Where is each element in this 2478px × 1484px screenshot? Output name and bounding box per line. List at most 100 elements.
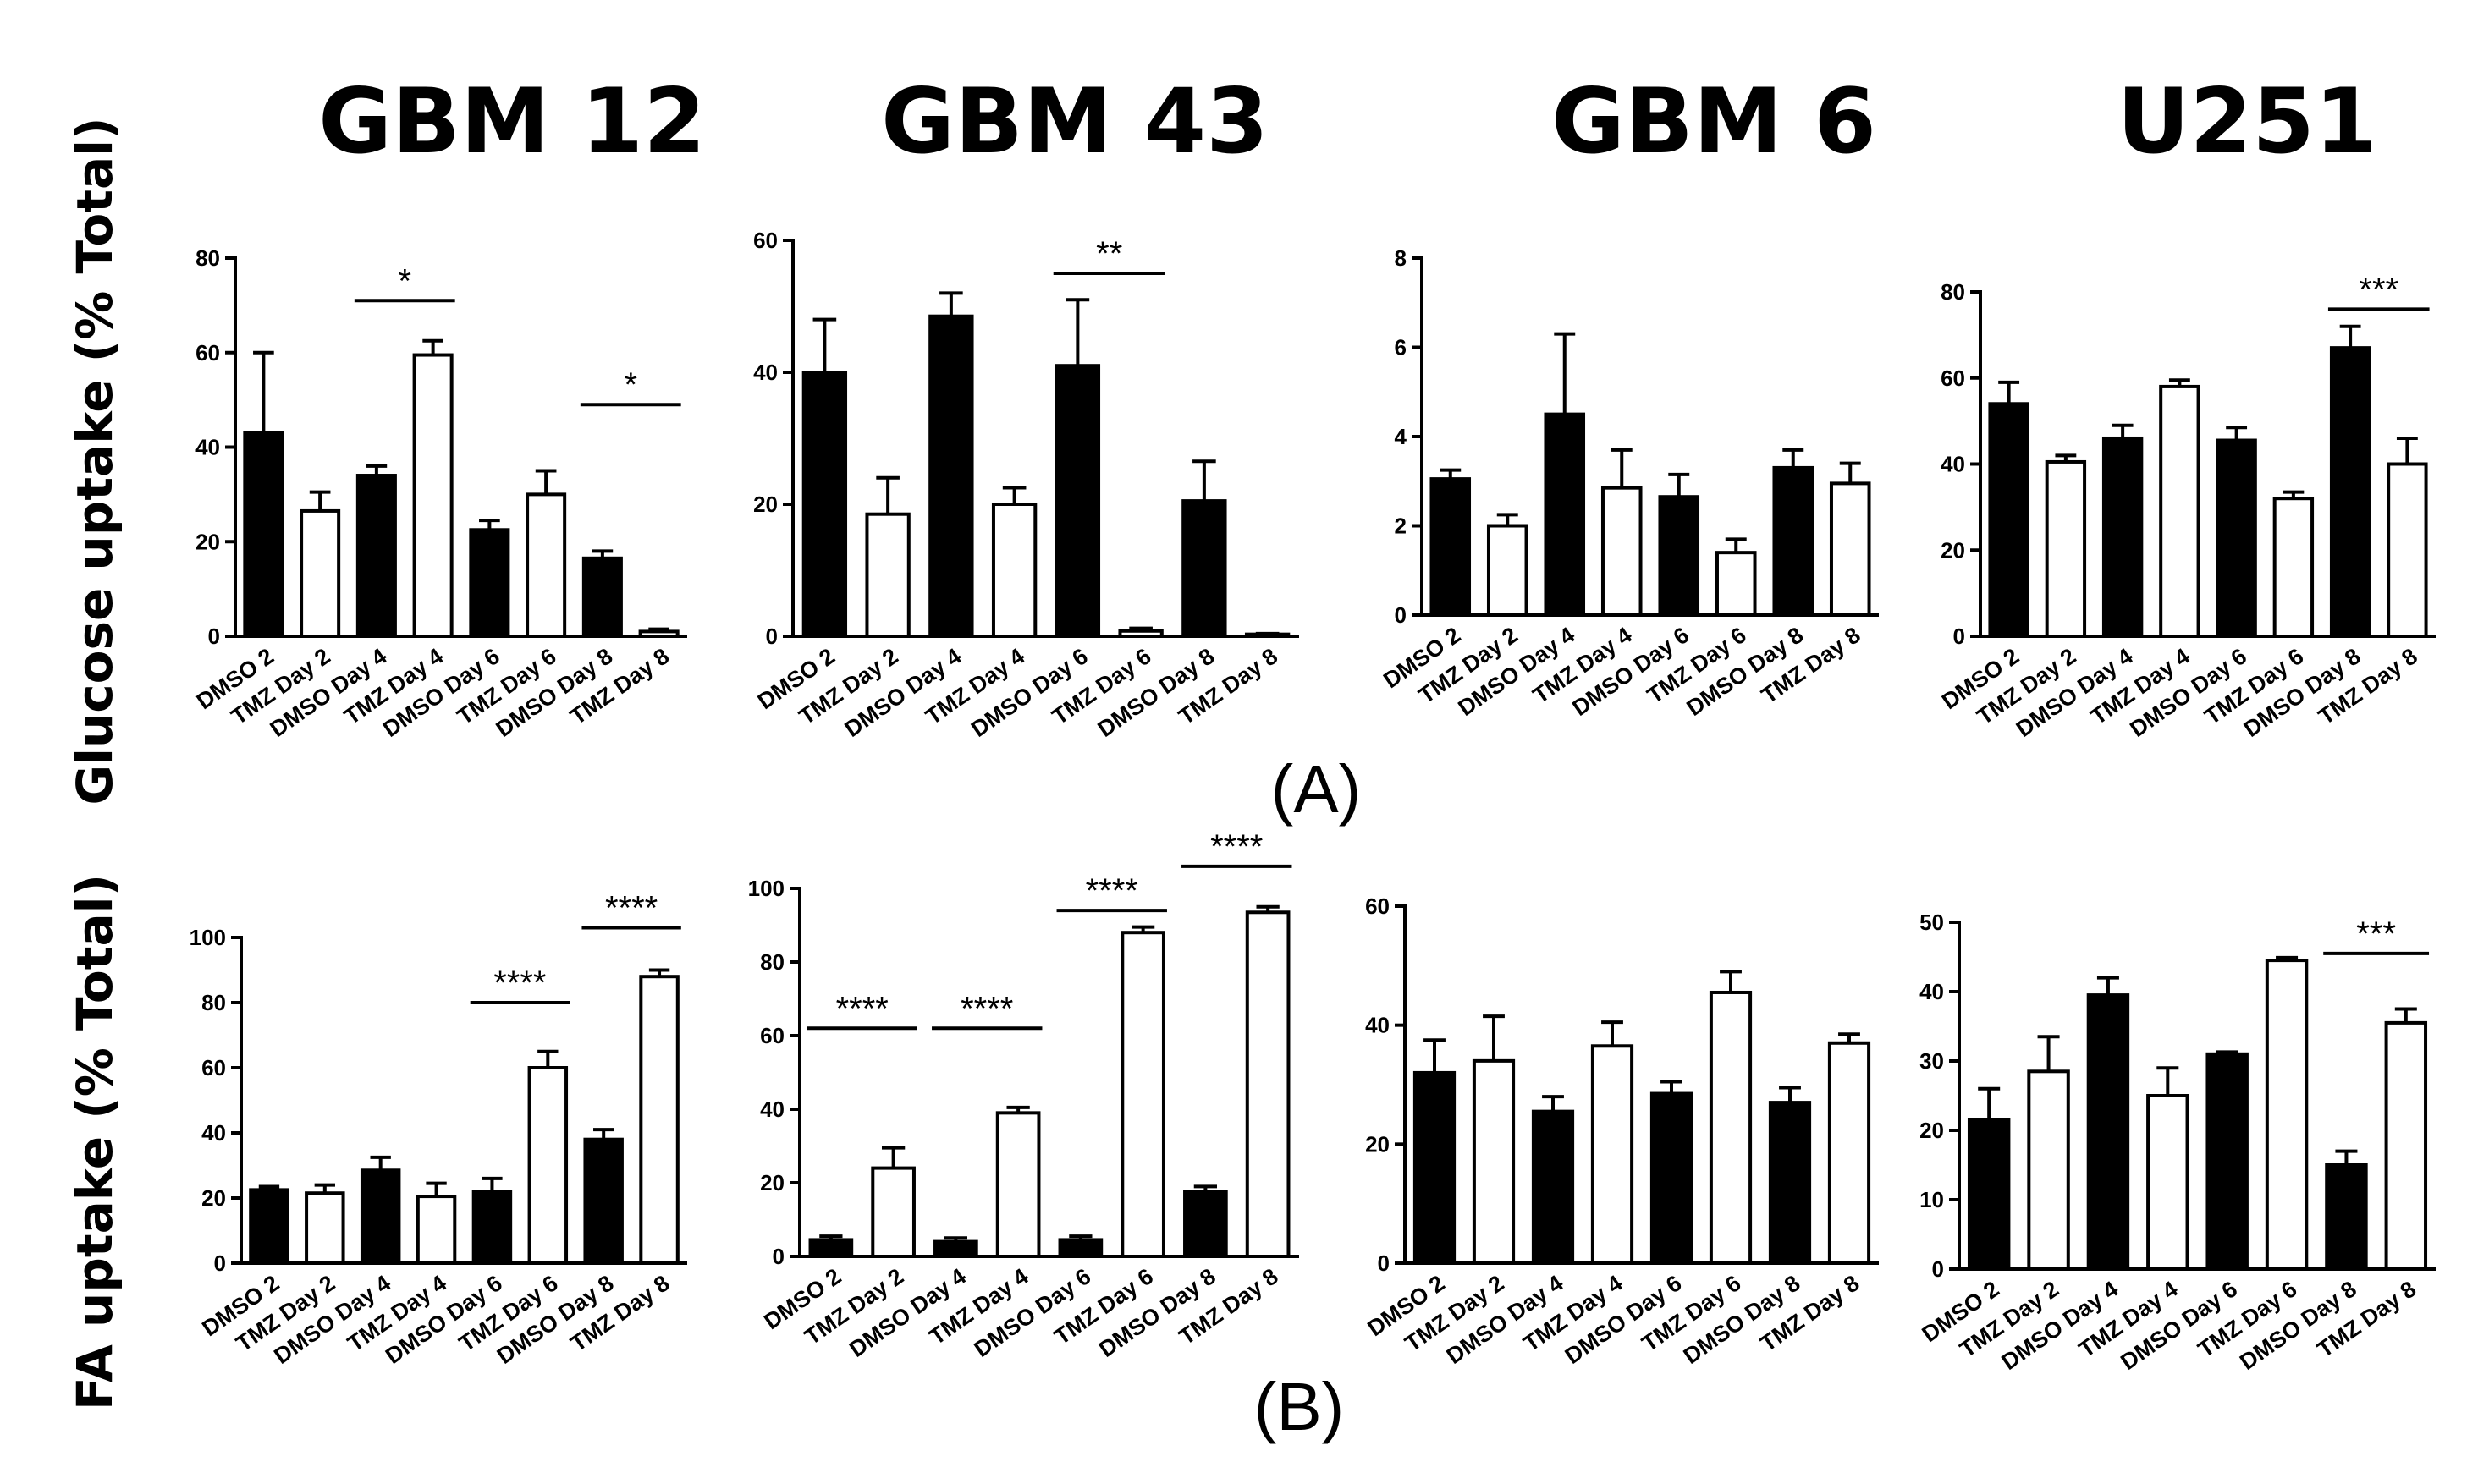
bar-dmso	[933, 1239, 978, 1258]
bar-tmz	[995, 1111, 1041, 1258]
bar-tmz	[412, 353, 454, 638]
bar-dmso	[2329, 346, 2371, 638]
y-tick-label: 60	[195, 340, 220, 366]
bar-dmso	[360, 1168, 401, 1266]
y-tick-label: 30	[1919, 1048, 1944, 1074]
bar-dmso	[808, 1238, 854, 1259]
bar-tmz	[2159, 384, 2200, 638]
y-tick-label: 4	[1395, 424, 1407, 449]
bar-dmso	[1988, 402, 2029, 638]
y-tick-label: 0	[773, 1244, 785, 1269]
y-tick-label: 0	[1378, 1250, 1390, 1276]
bar-dmso	[469, 528, 510, 638]
y-tick-label: 20	[1365, 1131, 1390, 1157]
y-tick-label: 40	[760, 1097, 785, 1122]
bar-dmso	[1649, 1091, 1693, 1266]
y-tick-label: 20	[195, 529, 220, 554]
y-tick-label: 20	[760, 1170, 785, 1195]
y-tick-label: 2	[1395, 514, 1407, 539]
bar-dmso	[2216, 438, 2257, 638]
bar-dmso	[2325, 1163, 2368, 1271]
bar-dmso	[1544, 412, 1586, 617]
bar-dmso	[1429, 477, 1472, 617]
y-tick-label: 40	[1365, 1013, 1390, 1038]
column-title: U251	[2117, 69, 2376, 173]
y-tick-label: 80	[201, 990, 226, 1015]
bar-tmz	[527, 1066, 569, 1265]
bar-dmso	[1658, 495, 1700, 618]
bar-dmso	[2086, 993, 2130, 1271]
significance-label: ***	[2356, 915, 2396, 953]
y-tick-label: 0	[1932, 1256, 1944, 1282]
y-tick-label: 20	[1919, 1118, 1944, 1143]
bar-dmso	[801, 371, 848, 638]
y-tick-label: 80	[760, 949, 785, 975]
significance-label: ***	[2359, 271, 2398, 308]
y-tick-label: 60	[1941, 366, 1965, 391]
significance-label: ****	[1086, 872, 1138, 910]
bar-tmz	[2272, 497, 2315, 639]
bar-tmz	[1472, 1058, 1516, 1266]
bar-tmz	[1486, 524, 1528, 617]
significance-label: ****	[493, 965, 546, 1002]
bar-dmso	[1183, 1190, 1228, 1258]
bar-dmso	[1967, 1118, 2011, 1271]
row-b-ylabel: FA uptake (% Total)	[66, 874, 124, 1410]
y-tick-label: 40	[195, 435, 220, 460]
y-tick-label: 50	[1919, 910, 1944, 935]
y-tick-label: 20	[1941, 537, 1965, 563]
column-title: GBM 6	[1551, 69, 1876, 173]
bar-dmso	[1412, 1070, 1457, 1266]
bar-tmz	[2146, 1094, 2189, 1271]
bar-dmso	[1772, 465, 1814, 617]
column-title: GBM 43	[881, 69, 1269, 173]
y-tick-label: 8	[1395, 245, 1407, 271]
y-tick-label: 6	[1395, 335, 1407, 360]
significance-label: ****	[1210, 828, 1263, 866]
y-tick-label: 40	[753, 360, 778, 385]
bar-tmz	[2045, 459, 2087, 638]
y-tick-label: 20	[753, 492, 778, 517]
panel-label-b: (B)	[1254, 1369, 1345, 1444]
bar-tmz	[305, 1191, 345, 1265]
bar-tmz	[300, 508, 341, 639]
significance-label: ****	[836, 990, 889, 1027]
panel-label-a: (A)	[1271, 751, 1362, 827]
bar-dmso	[1181, 499, 1227, 638]
bar-dmso	[583, 1137, 624, 1265]
bar-tmz	[1827, 1041, 1871, 1266]
y-tick-label: 40	[1941, 452, 1965, 477]
bar-tmz	[2387, 462, 2428, 638]
bar-tmz	[865, 512, 911, 639]
bar-dmso	[471, 1190, 513, 1266]
bar-tmz	[1600, 486, 1643, 617]
bar-tmz	[871, 1166, 916, 1258]
y-tick-label: 100	[190, 925, 226, 950]
y-tick-label: 10	[1919, 1187, 1944, 1212]
y-tick-label: 0	[208, 624, 220, 649]
y-tick-label: 0	[1395, 602, 1407, 628]
bar-tmz	[1709, 990, 1753, 1265]
column-title: GBM 12	[318, 69, 706, 173]
significance-label: ****	[961, 990, 1013, 1027]
y-tick-label: 60	[760, 1023, 785, 1048]
bar-dmso	[2205, 1052, 2249, 1272]
y-tick-label: 0	[214, 1250, 226, 1276]
bar-tmz	[2265, 959, 2309, 1271]
bar-dmso	[1768, 1101, 1812, 1265]
bar-tmz	[1121, 931, 1165, 1258]
bar-tmz	[2384, 1020, 2428, 1272]
bar-dmso	[928, 314, 974, 638]
y-tick-label: 60	[753, 228, 778, 253]
bar-dmso	[581, 556, 623, 639]
bar-tmz	[526, 492, 567, 638]
bar-tmz	[991, 503, 1038, 638]
y-tick-label: 40	[1919, 979, 1944, 1004]
